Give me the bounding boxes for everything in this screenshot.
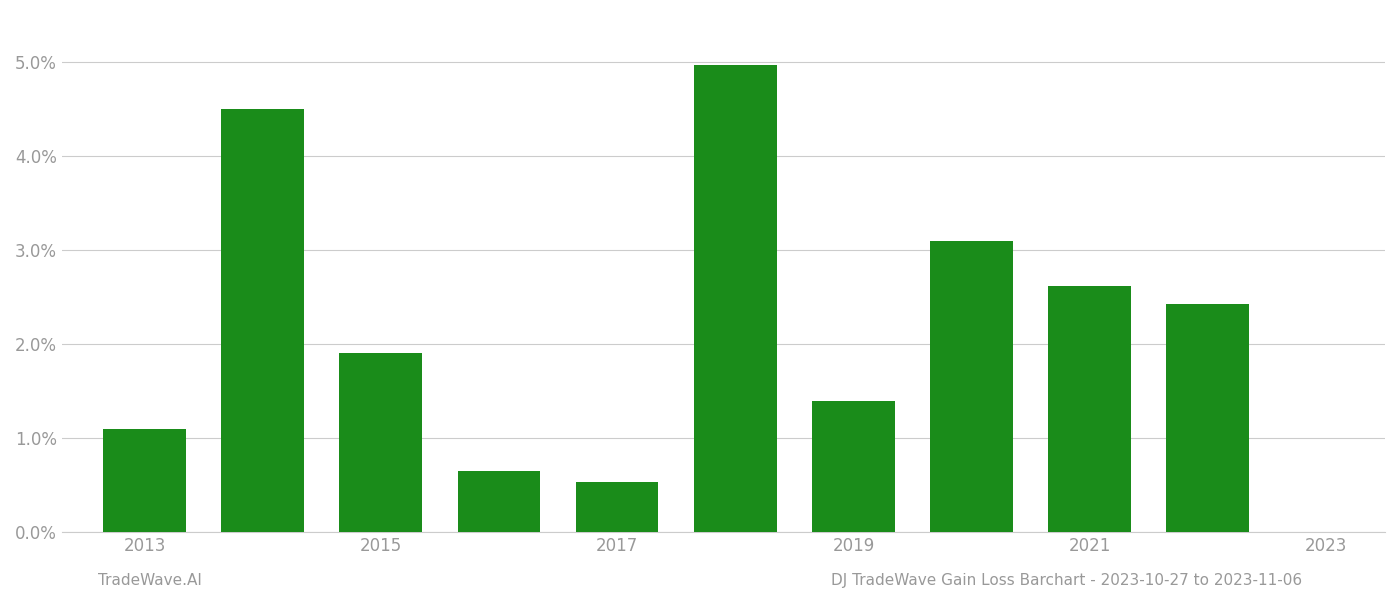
Bar xyxy=(339,353,423,532)
Bar xyxy=(458,471,540,532)
Bar xyxy=(812,401,895,532)
Text: TradeWave.AI: TradeWave.AI xyxy=(98,573,202,588)
Bar xyxy=(221,109,304,532)
Bar xyxy=(930,241,1012,532)
Bar xyxy=(104,429,186,532)
Bar xyxy=(1049,286,1131,532)
Bar xyxy=(694,65,777,532)
Text: DJ TradeWave Gain Loss Barchart - 2023-10-27 to 2023-11-06: DJ TradeWave Gain Loss Barchart - 2023-1… xyxy=(830,573,1302,588)
Bar xyxy=(1166,304,1249,532)
Bar xyxy=(575,482,658,532)
